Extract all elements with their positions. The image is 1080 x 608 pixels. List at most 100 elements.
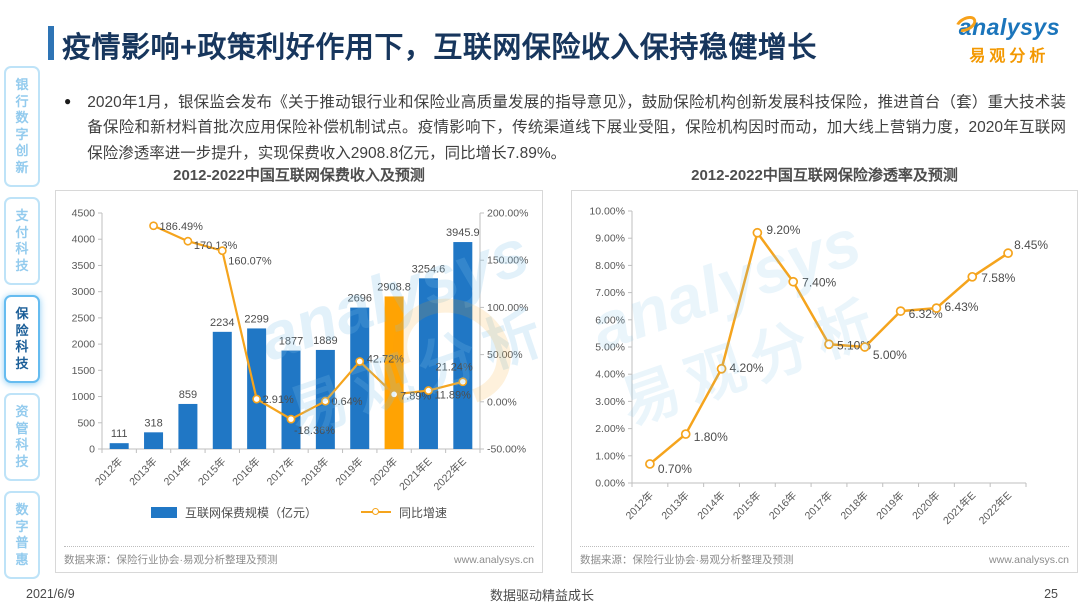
page-title: 疫情影响+政策利好作用下，互联网保险收入保持稳健增长: [62, 32, 817, 64]
svg-text:2020年: 2020年: [367, 455, 400, 488]
svg-text:4500: 4500: [72, 208, 96, 220]
svg-text:0: 0: [89, 444, 95, 456]
svg-text:9.20%: 9.20%: [766, 223, 800, 237]
svg-text:2012年: 2012年: [92, 455, 125, 488]
penetration-chart: 0.00% 1.00% 2.00% 3.00% 4.00% 5.00% 6.00% 7.00%…: [589, 206, 1048, 528]
svg-text:2017年: 2017年: [802, 489, 835, 522]
svg-text:2014年: 2014年: [695, 489, 728, 522]
sidebar: 银行数字创新 支付科技 保险科技 资管科技 数字普惠: [4, 66, 42, 579]
svg-text:170.13%: 170.13%: [194, 240, 238, 252]
svg-text:2021年E: 2021年E: [396, 455, 434, 493]
charts-row: 2012-2022中国互联网保费收入及预测 0 500 1000 1500 2000 25…: [55, 166, 1078, 573]
svg-text:2.00%: 2.00%: [595, 423, 625, 435]
svg-text:2012年: 2012年: [623, 489, 656, 522]
premium-income-chart-legend: 互联网保费规模（亿元） 同比增速: [64, 497, 534, 527]
svg-text:2020年: 2020年: [909, 489, 942, 522]
svg-text:3.00%: 3.00%: [595, 396, 625, 408]
sidebar-item-asset-mgmt-tech[interactable]: 资管科技: [4, 393, 40, 481]
premium-income-chart-column: 2012-2022中国互联网保费收入及预测 0 500 1000 1500 2000 25…: [55, 166, 543, 573]
svg-text:2234: 2234: [210, 317, 234, 329]
svg-text:2013年: 2013年: [127, 455, 160, 488]
svg-text:8.45%: 8.45%: [1014, 238, 1048, 252]
svg-text:3500: 3500: [72, 260, 96, 272]
svg-text:3254.6: 3254.6: [412, 263, 446, 275]
svg-text:160.07%: 160.07%: [228, 256, 272, 268]
sidebar-item-label: 保险科技: [15, 306, 29, 371]
legend-label: 同比增速: [399, 505, 448, 520]
svg-text:2015年: 2015年: [730, 489, 763, 522]
premium-income-chart-source-row: 数据来源：保险行业协会·易观分析整理及预测 www.analysys.cn: [64, 546, 534, 572]
svg-text:2018年: 2018年: [298, 455, 331, 488]
svg-text:4.20%: 4.20%: [730, 361, 764, 375]
bullet-icon: ●: [64, 94, 72, 108]
penetration-chart-source-row: 数据来源：保险行业协会·易观分析整理及预测 www.analysys.cn: [580, 546, 1069, 572]
svg-text:6.00%: 6.00%: [595, 314, 625, 326]
svg-text:6.43%: 6.43%: [944, 300, 978, 314]
svg-text:7.89%: 7.89%: [400, 390, 431, 402]
footer-slogan: 数据驱动精益成长: [489, 587, 594, 603]
logo-cn-text: 易观分析: [969, 48, 1050, 65]
svg-text:0.00%: 0.00%: [487, 396, 517, 408]
svg-text:150.00%: 150.00%: [487, 255, 528, 267]
svg-text:-50.00%: -50.00%: [487, 444, 526, 456]
svg-text:5.00%: 5.00%: [873, 348, 907, 362]
svg-text:2696: 2696: [347, 293, 371, 305]
svg-text:100.00%: 100.00%: [487, 302, 528, 314]
svg-text:200.00%: 200.00%: [487, 208, 528, 220]
svg-text:186.49%: 186.49%: [160, 221, 204, 233]
svg-text:1000: 1000: [72, 391, 96, 403]
svg-text:3000: 3000: [72, 286, 96, 298]
premium-income-chart-panel: 0 500 1000 1500 2000 2500 3000 3500 4000 4500 -50.…: [55, 190, 543, 573]
svg-text:21.24%: 21.24%: [436, 362, 474, 374]
svg-text:859: 859: [179, 389, 197, 401]
sidebar-item-banking-digital[interactable]: 银行数字创新: [4, 66, 40, 187]
svg-text:0.64%: 0.64%: [331, 396, 362, 408]
svg-text:2021年E: 2021年E: [940, 489, 978, 527]
sidebar-item-insurance-tech[interactable]: 保险科技: [4, 295, 40, 383]
footer-date: 2021/6/9: [26, 587, 75, 601]
svg-text:2022年E: 2022年E: [976, 489, 1014, 527]
svg-text:7.00%: 7.00%: [595, 287, 625, 299]
svg-text:1500: 1500: [72, 365, 96, 377]
sidebar-item-digital-inclusion[interactable]: 数字普惠: [4, 491, 40, 579]
svg-text:2019年: 2019年: [874, 489, 907, 522]
svg-text:1.80%: 1.80%: [694, 430, 728, 444]
svg-text:111: 111: [111, 428, 128, 440]
svg-text:2013年: 2013年: [659, 489, 692, 522]
sidebar-item-label: 支付科技: [15, 208, 29, 273]
svg-text:7.40%: 7.40%: [802, 276, 836, 290]
line-swatch-icon: [361, 508, 391, 515]
legend-item-growth: 同比增速: [361, 504, 447, 521]
svg-text:1889: 1889: [313, 335, 337, 347]
sidebar-item-label: 数字普惠: [15, 502, 29, 567]
penetration-chart-panel: 0.00% 1.00% 2.00% 3.00% 4.00% 5.00% 6.00% 7.00%…: [571, 190, 1078, 573]
sidebar-item-label: 银行数字创新: [15, 77, 29, 175]
svg-text:2019年: 2019年: [333, 455, 366, 488]
svg-text:2000: 2000: [72, 339, 96, 351]
svg-text:0.70%: 0.70%: [658, 462, 692, 476]
svg-text:2.91%: 2.91%: [263, 394, 294, 406]
summary-bullet: ● 2020年1月，银保监会发布《关于推动银行业和保险业高质量发展的指导意见》，…: [64, 90, 1066, 166]
svg-text:4.00%: 4.00%: [595, 369, 625, 381]
title-accent-bar: [48, 26, 54, 60]
svg-text:4000: 4000: [72, 234, 96, 246]
svg-text:42.72%: 42.72%: [367, 353, 405, 365]
website-text: www.analysys.cn: [454, 553, 534, 566]
svg-text:2017年: 2017年: [264, 455, 297, 488]
summary-text: 2020年1月，银保监会发布《关于推动银行业和保险业高质量发展的指导意见》，鼓励…: [87, 94, 1066, 162]
svg-text:2015年: 2015年: [195, 455, 228, 488]
svg-text:11.89%: 11.89%: [434, 390, 471, 402]
svg-text:2016年: 2016年: [766, 489, 799, 522]
sidebar-item-payment-tech[interactable]: 支付科技: [4, 197, 40, 285]
website-text: www.analysys.cn: [989, 553, 1069, 566]
svg-text:2016年: 2016年: [230, 455, 263, 488]
premium-income-chart: 0 500 1000 1500 2000 2500 3000 3500 4000 4500 -50.…: [72, 208, 529, 494]
penetration-chart-title: 2012-2022中国互联网保险渗透率及预测: [691, 167, 958, 184]
source-text: 数据来源：保险行业协会·易观分析整理及预测: [580, 554, 794, 566]
premium-income-chart-title: 2012-2022中国互联网保费收入及预测: [173, 167, 425, 184]
svg-text:2908.8: 2908.8: [377, 281, 411, 293]
svg-text:-18.36%: -18.36%: [294, 425, 335, 437]
legend-item-premium: 互联网保费规模（亿元）: [150, 504, 317, 521]
svg-text:2299: 2299: [244, 313, 268, 325]
